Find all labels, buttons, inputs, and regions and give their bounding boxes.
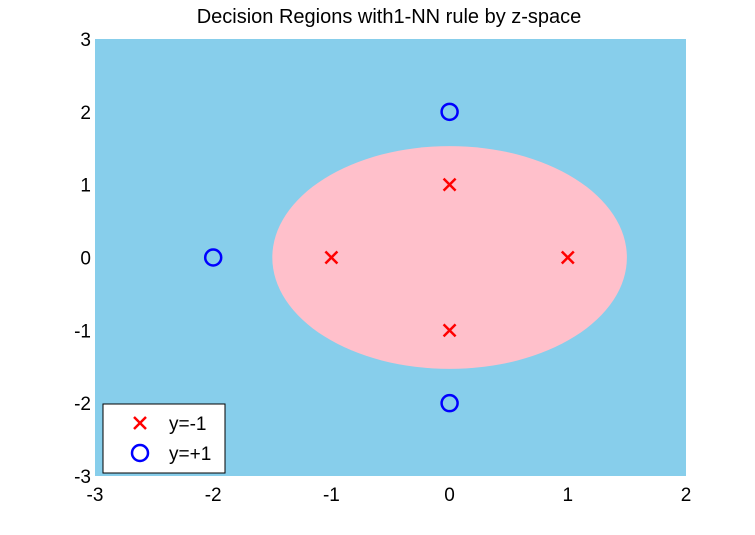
legend-items: y=-1 y=+1: [130, 414, 211, 465]
x-tick-label: 0: [444, 485, 455, 506]
y-tick-label: 0: [80, 249, 91, 270]
legend-marker-positive: [130, 443, 150, 463]
y-tick-label: -1: [74, 321, 91, 342]
y-tick-label: 1: [80, 176, 91, 197]
axis-ticks: -3 -2 -1 0 1 2 3 2 1 0 -1 -2 -3: [74, 30, 691, 506]
legend-label: y=-1: [169, 414, 207, 435]
legend-marker-negative: [133, 416, 147, 430]
y-tick-label: -2: [74, 394, 91, 415]
y-tick-label: -3: [74, 467, 91, 488]
plot-area: [95, 39, 686, 476]
y-tick-label: 3: [80, 30, 91, 51]
legend: y=-1 y=+1: [102, 403, 226, 474]
data-point-negative: [324, 250, 339, 265]
x-tick-label: 1: [563, 485, 574, 506]
x-tick-label: 2: [681, 485, 692, 506]
x-tick-label: -3: [87, 485, 104, 506]
data-point-positive: [440, 102, 459, 122]
data-point-negative: [560, 250, 575, 265]
legend-box: [102, 403, 226, 474]
y-tick-label: 2: [80, 103, 91, 124]
x-tick-label: -2: [205, 485, 222, 506]
negative-class-region: [272, 146, 627, 369]
data-point-negative: [442, 323, 457, 338]
legend-label: y=+1: [169, 444, 211, 465]
chart-title: Decision Regions with1-NN rule by z-spac…: [197, 6, 582, 28]
data-point-positive: [440, 393, 459, 413]
data-point-negative: [442, 177, 457, 192]
data-point-positive: [203, 248, 223, 267]
x-tick-label: -1: [323, 485, 340, 506]
data-points: [203, 102, 575, 413]
